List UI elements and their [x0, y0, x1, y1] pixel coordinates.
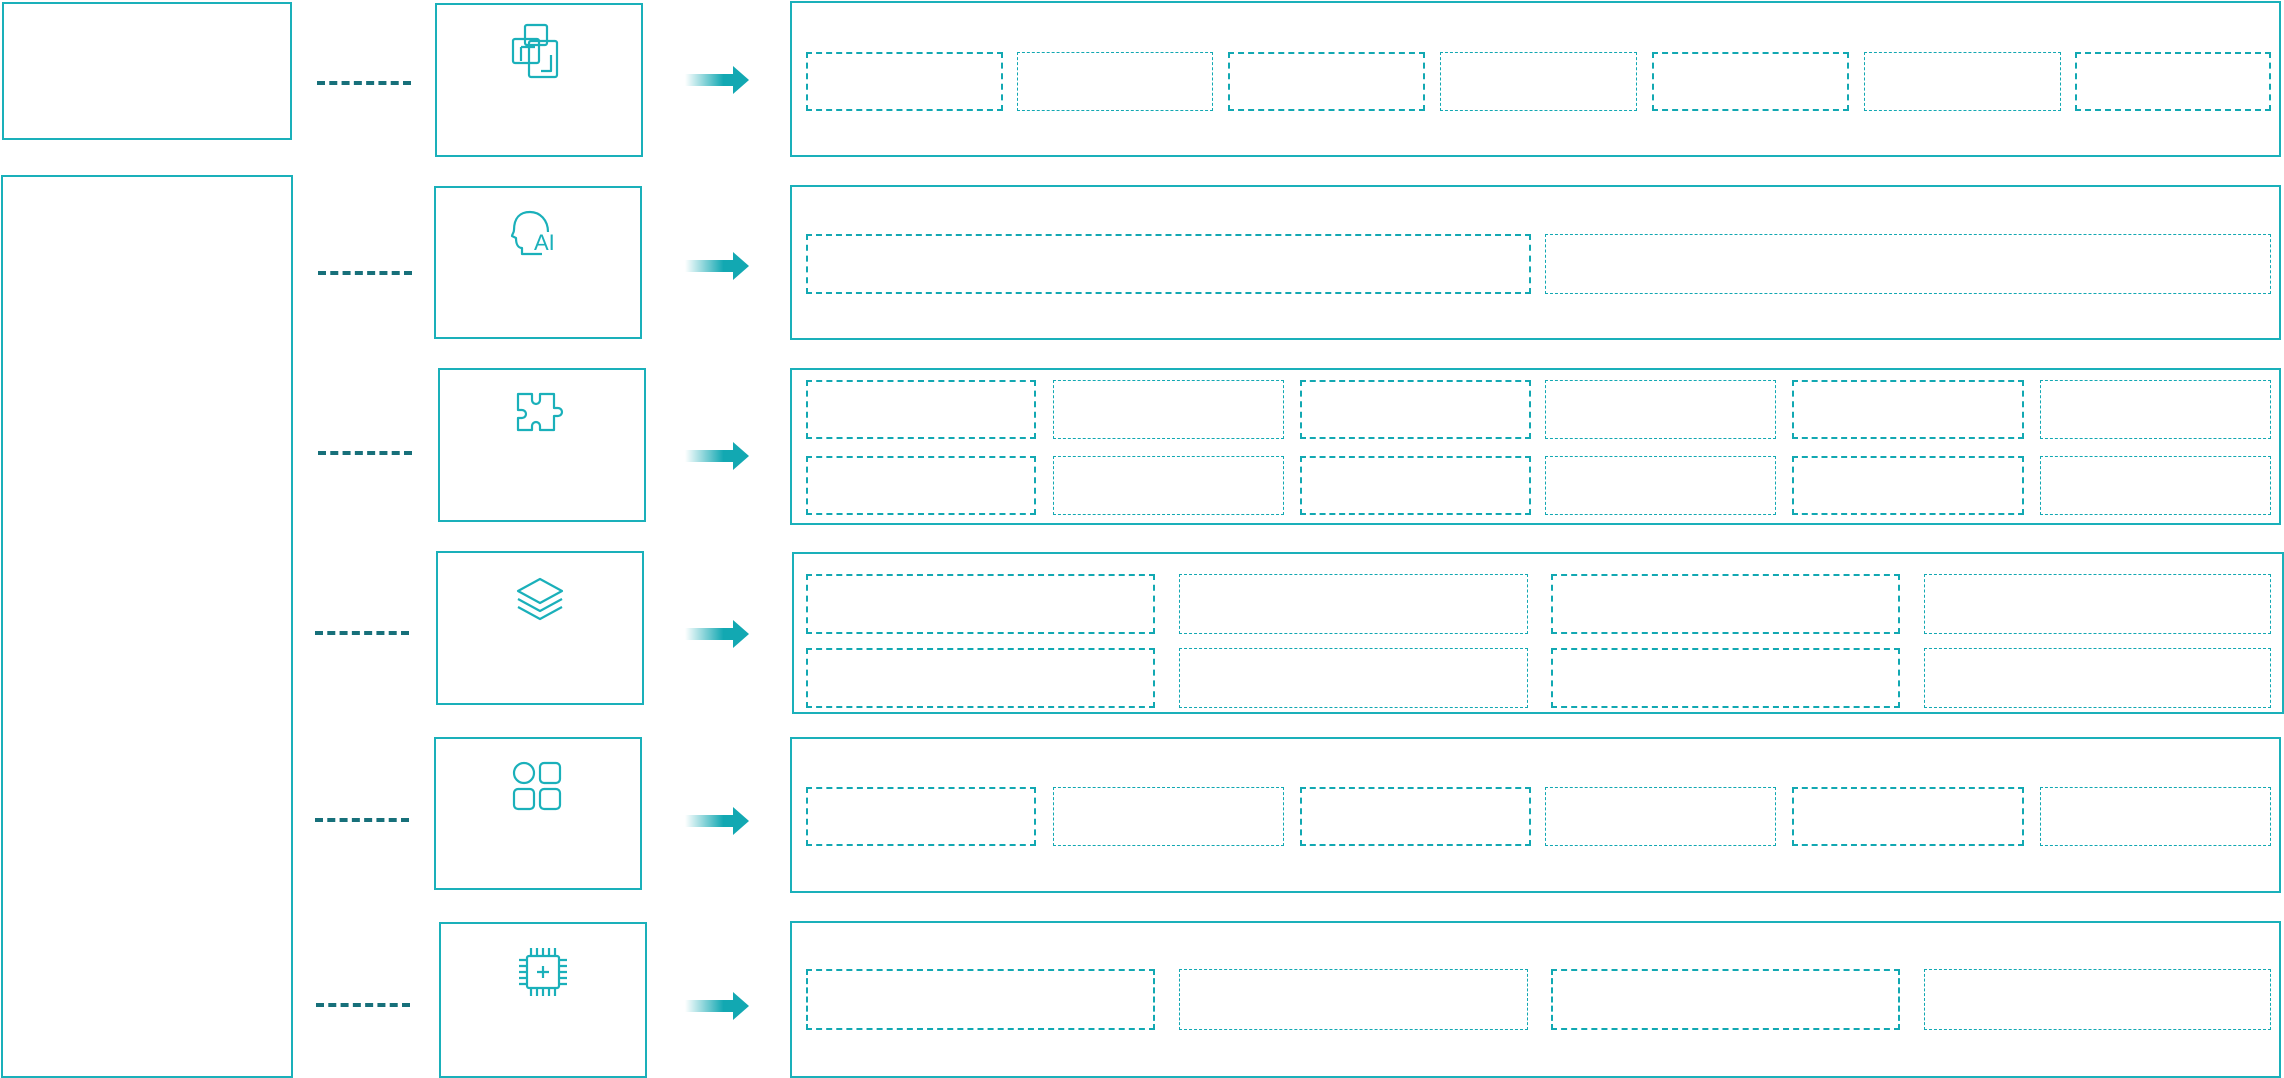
item-placeholder	[1545, 456, 1776, 515]
item-placeholder	[806, 648, 1155, 708]
item-placeholder	[1017, 52, 1213, 111]
arrow-icon	[685, 620, 751, 648]
item-placeholder	[806, 969, 1155, 1030]
content-box	[790, 1, 2281, 157]
item-placeholder	[1179, 969, 1528, 1030]
item-placeholder	[1924, 969, 2271, 1030]
item-placeholder	[1300, 787, 1531, 846]
item-placeholder	[2040, 380, 2271, 439]
chip-icon	[513, 942, 573, 1002]
item-placeholder	[1228, 52, 1425, 111]
dashed-connector	[318, 271, 412, 275]
item-placeholder	[1652, 52, 1849, 111]
item-placeholder	[1792, 456, 2024, 515]
item-placeholder	[806, 787, 1036, 846]
item-placeholder	[1924, 574, 2271, 634]
icon-box	[436, 551, 644, 705]
icon-box	[434, 186, 642, 339]
content-box	[792, 552, 2284, 714]
item-placeholder	[1551, 574, 1900, 634]
content-box	[790, 368, 2281, 525]
item-placeholder	[1864, 52, 2061, 111]
ai-head-icon: AI	[508, 206, 568, 266]
dashed-connector	[315, 631, 409, 635]
svg-text:AI: AI	[534, 230, 555, 255]
item-placeholder	[1300, 456, 1531, 515]
item-placeholder	[1545, 380, 1776, 439]
item-placeholder	[1440, 52, 1637, 111]
icon-box	[434, 737, 642, 890]
item-placeholder	[2040, 787, 2271, 846]
dashed-connector	[317, 81, 411, 85]
item-placeholder	[1179, 574, 1528, 634]
item-placeholder	[1792, 380, 2024, 439]
item-placeholder	[2075, 52, 2271, 111]
dashed-connector	[315, 818, 409, 822]
item-placeholder	[1545, 234, 2271, 294]
item-placeholder	[2040, 456, 2271, 515]
top-left-category-box	[2, 2, 292, 140]
item-placeholder	[806, 456, 1036, 515]
item-placeholder	[1551, 969, 1900, 1030]
icon-box	[438, 368, 646, 522]
item-placeholder	[806, 380, 1036, 439]
arrow-icon	[685, 992, 751, 1020]
content-box	[790, 185, 2281, 340]
item-placeholder	[806, 52, 1003, 111]
arrow-icon	[685, 252, 751, 280]
item-placeholder	[806, 234, 1531, 294]
bottom-left-category-box	[1, 175, 293, 1078]
arrow-icon	[685, 442, 751, 470]
arrow-icon	[685, 807, 751, 835]
dashed-connector	[318, 451, 412, 455]
content-box	[790, 737, 2281, 893]
item-placeholder	[1792, 787, 2024, 846]
item-placeholder	[1924, 648, 2271, 708]
layers-icon	[510, 571, 570, 631]
item-placeholder	[1053, 456, 1284, 515]
item-placeholder	[1545, 787, 1776, 846]
dashed-connector	[316, 1003, 410, 1007]
apps-grid-icon	[508, 757, 568, 817]
item-placeholder	[1300, 380, 1531, 439]
puzzle-icon	[512, 388, 572, 448]
item-placeholder	[1179, 648, 1528, 708]
arrow-icon	[685, 66, 751, 94]
icon-box	[439, 922, 647, 1078]
content-box	[790, 921, 2281, 1078]
icon-box	[435, 3, 643, 157]
item-placeholder	[1053, 787, 1284, 846]
item-placeholder	[806, 574, 1155, 634]
item-placeholder	[1551, 648, 1900, 708]
copy-windows-icon	[509, 23, 569, 83]
item-placeholder	[1053, 380, 1284, 439]
